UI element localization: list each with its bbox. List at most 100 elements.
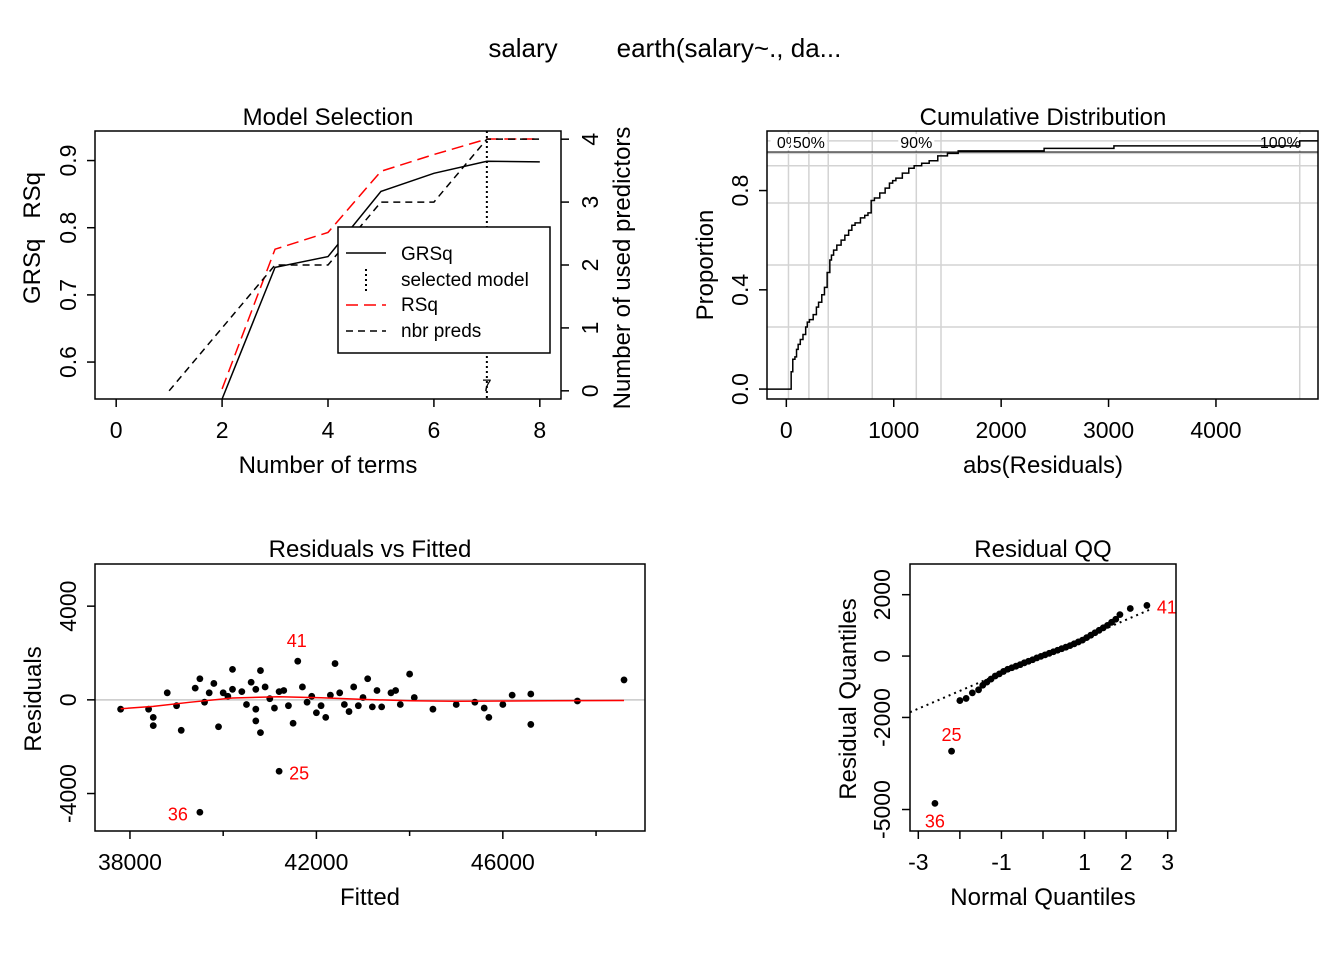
y-right-tick-label: 2 — [577, 259, 603, 272]
residual-point — [191, 684, 199, 692]
smooth-line — [120, 696, 625, 710]
quantile-label: 100% — [1260, 135, 1301, 152]
point-label: 36 — [168, 804, 188, 824]
residual-point — [326, 691, 334, 699]
selected-model-label: 7 — [482, 376, 491, 395]
qq-xlabel: Normal Quantiles — [950, 884, 1135, 911]
residual-point — [229, 685, 236, 693]
residual-point — [177, 726, 185, 734]
y-tick-label: 0 — [869, 650, 895, 663]
cumdist-xlabel: abs(Residuals) — [963, 452, 1123, 479]
x-tick-label: 6 — [428, 417, 441, 443]
y-tick-label: 0 — [55, 693, 81, 706]
residual-point — [280, 687, 288, 694]
resid-title: Residuals vs Fitted — [269, 536, 472, 563]
x-tick-label: 2000 — [976, 417, 1027, 443]
residual-point — [331, 660, 339, 667]
y-tick-label: -5000 — [869, 780, 895, 839]
x-tick-label: 42000 — [284, 849, 348, 875]
model-selection-ylabel-right: Number of used predictors — [609, 127, 636, 410]
x-tick-label: 0 — [110, 417, 123, 443]
residual-point — [229, 665, 236, 673]
y-right-tick-label: 3 — [577, 196, 603, 209]
residual-point — [275, 767, 283, 775]
quantile-label-bg — [898, 134, 935, 150]
residual-point — [345, 708, 353, 715]
qq-point — [931, 799, 939, 807]
x-tick-label: 46000 — [471, 849, 535, 875]
residual-point — [317, 702, 325, 710]
y-right-tick-label: 0 — [577, 384, 603, 397]
point-label: 36 — [925, 811, 945, 831]
y-tick-label: 0.4 — [727, 274, 753, 306]
residual-point — [485, 714, 493, 721]
residual-point — [294, 657, 302, 665]
legend-rsq: RSq — [401, 295, 438, 316]
residual-point — [396, 701, 404, 708]
residual-point — [252, 685, 260, 693]
qq-reference-line — [909, 608, 1152, 714]
residual-point — [285, 702, 292, 710]
residual-point — [527, 721, 535, 728]
residual-point — [322, 714, 330, 721]
residual-point — [289, 719, 297, 727]
x-tick-label: 2 — [1120, 849, 1133, 875]
residual-point — [196, 675, 204, 683]
quantile-label: 50% — [793, 135, 825, 152]
legend-grsq: GRSq — [401, 244, 453, 265]
residual-point — [471, 698, 479, 706]
y-tick-label: 0.0 — [727, 373, 753, 405]
model-selection-legend: GRSq selected model RSq nbr preds — [337, 226, 551, 354]
x-tick-label: 3000 — [1083, 417, 1134, 443]
resid-box — [94, 563, 646, 832]
residual-point — [429, 705, 437, 713]
residual-point — [271, 704, 278, 712]
residual-point — [215, 723, 222, 731]
residual-point — [312, 709, 320, 717]
y-tick-label: -4000 — [55, 764, 81, 823]
point-label: 25 — [942, 725, 962, 745]
quantile-label: 90% — [900, 135, 932, 152]
quantile-label-bg — [790, 134, 827, 150]
residual-point — [219, 689, 227, 697]
residual-qq-panel: Residual QQ Normal Quantiles Residual Qu… — [835, 536, 1177, 911]
cumdist-title: Cumulative Distribution — [920, 104, 1167, 131]
residual-point — [149, 714, 157, 721]
y-right-tick-label: 4 — [577, 133, 603, 146]
residual-point — [336, 689, 344, 697]
qq-point — [975, 686, 982, 694]
residual-point — [149, 722, 157, 730]
qq-box — [909, 563, 1177, 832]
residual-point — [452, 701, 460, 708]
qq-point — [1126, 605, 1134, 612]
x-tick-label: 2 — [216, 417, 229, 443]
x-tick-label: 4 — [322, 417, 335, 443]
qq-point — [968, 689, 976, 697]
x-tick-label: 4000 — [1190, 417, 1241, 443]
residual-point — [378, 703, 386, 711]
residual-point — [392, 687, 400, 694]
cumulative-distribution-panel: Cumulative Distribution abs(Residuals) P… — [692, 104, 1319, 479]
qq-point — [956, 697, 964, 704]
point-label: 25 — [289, 763, 309, 783]
cumdist-ylabel: Proportion — [692, 210, 719, 321]
page-title-response: salary — [488, 33, 557, 63]
residual-point — [205, 689, 213, 697]
legend-selected-model: selected model — [401, 270, 529, 291]
model-selection-xlabel: Number of terms — [239, 452, 418, 479]
qq-plot: 41 25 36 -3 -1 1 2 3 -5000 -2000 0 2000 — [869, 569, 1177, 875]
residual-point — [299, 683, 306, 691]
x-tick-label: 8 — [533, 417, 546, 443]
residual-point — [238, 688, 246, 696]
resid-ylabel: Residuals — [20, 646, 47, 751]
qq-point — [948, 747, 955, 755]
residual-point — [117, 705, 125, 713]
residual-point — [340, 701, 348, 708]
residual-point — [196, 808, 204, 816]
page-title-model: earth(salary~., da... — [617, 33, 842, 63]
residual-point — [406, 670, 414, 678]
residual-point — [350, 683, 358, 691]
residual-point — [252, 717, 260, 725]
